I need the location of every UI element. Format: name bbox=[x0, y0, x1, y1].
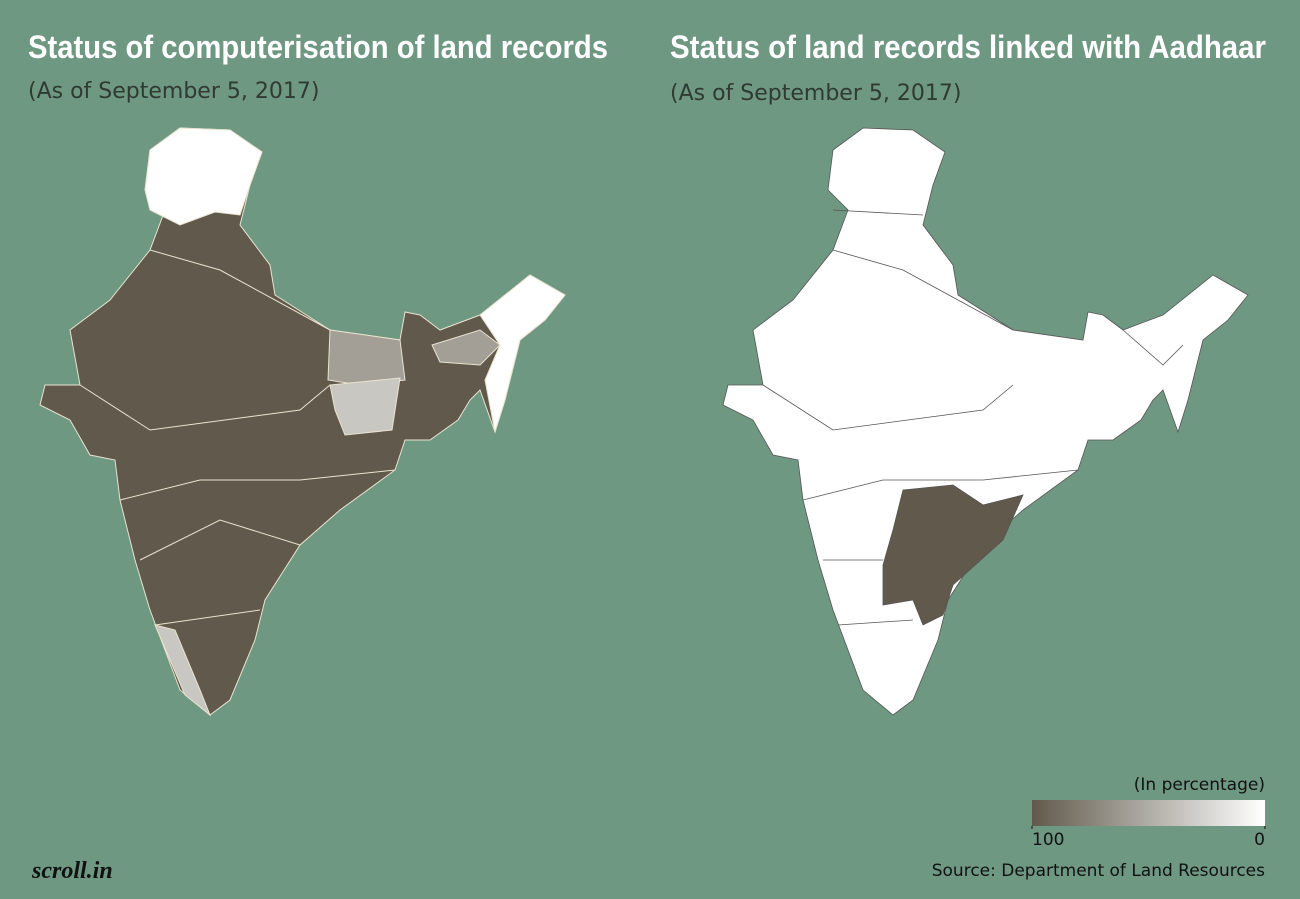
region-north bbox=[144, 127, 263, 226]
legend-colorbar bbox=[1032, 800, 1265, 826]
region-northeast bbox=[431, 329, 501, 366]
legend: (In percentage) 100 0 bbox=[1031, 775, 1266, 850]
legend-tick-label: 100 bbox=[1032, 830, 1064, 850]
map-subtitle: (As of September 5, 2017) bbox=[670, 81, 961, 106]
country-shape bbox=[722, 127, 1249, 716]
map-aadhaar bbox=[722, 127, 1249, 716]
legend-title: (In percentage) bbox=[1134, 775, 1265, 795]
region-east-2 bbox=[329, 377, 401, 436]
country-shape bbox=[39, 127, 566, 716]
map-computerisation bbox=[39, 127, 566, 717]
region-south bbox=[154, 624, 212, 717]
state-borders bbox=[79, 249, 396, 626]
source: Source: Department of Land Resources bbox=[932, 861, 1265, 881]
region-east bbox=[327, 329, 406, 386]
state-borders bbox=[762, 209, 1184, 626]
map-title: Status of computerisation of land record… bbox=[28, 29, 608, 65]
legend-tick-label: 0 bbox=[1254, 830, 1265, 850]
region-south-east bbox=[882, 484, 1024, 626]
map-title: Status of land records linked with Aadha… bbox=[670, 29, 1266, 65]
logo: scroll.in bbox=[31, 858, 113, 884]
region-northeast-2 bbox=[479, 274, 566, 433]
map-subtitle: (As of September 5, 2017) bbox=[28, 79, 319, 104]
